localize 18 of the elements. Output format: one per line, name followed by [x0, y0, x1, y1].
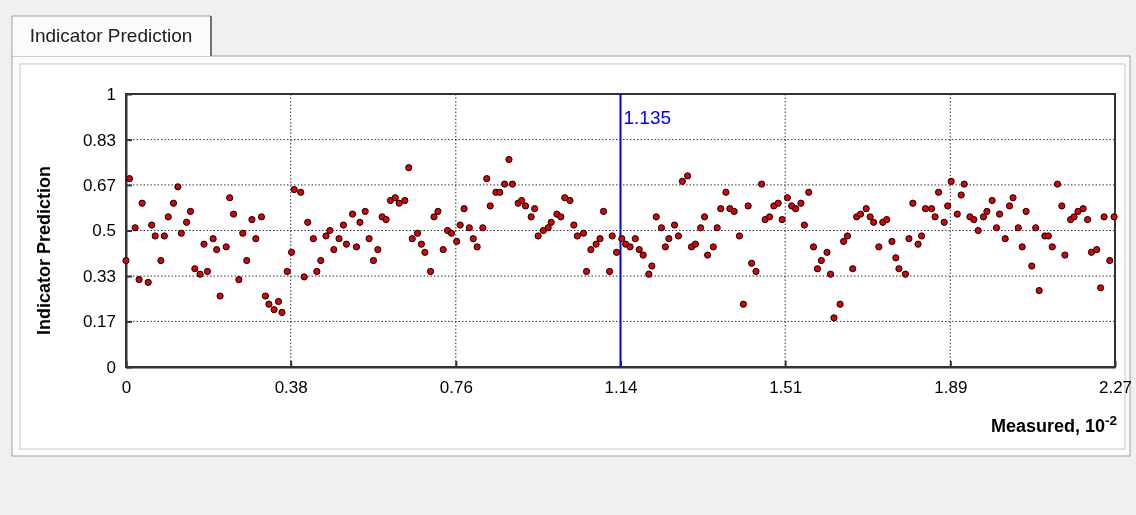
x-tick-label: 0.38	[274, 378, 308, 398]
x-tick-label: 1.14	[604, 378, 638, 398]
x-axis-title: Measured, 10$^{-2}$	[990, 412, 1117, 436]
y-tick-label: 0.67	[82, 175, 116, 195]
y-tick-label: 0.5	[92, 221, 116, 241]
y-tick-label: 0.83	[82, 130, 116, 150]
y-axis-title: Indicator Prediction	[34, 165, 54, 336]
x-tick-label: 1.89	[934, 378, 968, 398]
x-tick-label: 2.27	[1098, 378, 1133, 398]
ref-line-label: 1.135	[623, 107, 672, 128]
y-tick-label: 0	[106, 357, 116, 377]
x-tick-label: 0.76	[439, 378, 473, 398]
chart-title: Indicator Prediction	[29, 25, 193, 46]
y-tick-label: 1	[106, 84, 116, 104]
y-tick-label: 0.17	[82, 312, 116, 332]
x-tick-label: 0	[121, 378, 132, 398]
x-tick-label: 1.51	[769, 378, 803, 398]
y-tick-label: 0.33	[82, 267, 116, 287]
